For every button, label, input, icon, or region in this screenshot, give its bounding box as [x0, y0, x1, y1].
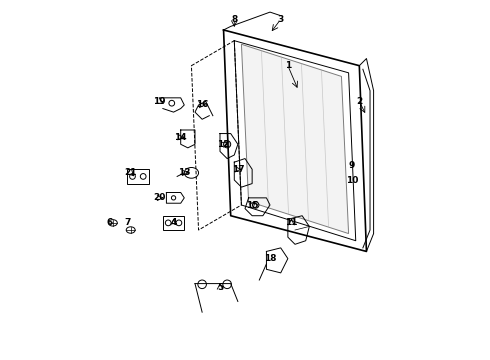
Text: 15: 15 [246, 201, 258, 210]
Text: 7: 7 [124, 219, 130, 228]
Text: 17: 17 [232, 165, 244, 174]
Circle shape [223, 141, 231, 148]
Text: 5: 5 [217, 283, 223, 292]
Text: 1: 1 [285, 61, 291, 70]
Text: 8: 8 [231, 15, 238, 24]
Text: 10: 10 [346, 176, 358, 185]
Text: 6: 6 [106, 219, 112, 228]
Text: 18: 18 [264, 254, 276, 263]
Text: 11: 11 [285, 219, 298, 228]
Text: 4: 4 [171, 219, 177, 228]
Text: 2: 2 [356, 97, 363, 106]
Text: 9: 9 [349, 161, 355, 170]
Text: 16: 16 [196, 100, 208, 109]
Text: 14: 14 [174, 132, 187, 141]
Text: 12: 12 [218, 140, 230, 149]
Text: 21: 21 [124, 168, 137, 177]
Text: 19: 19 [153, 97, 166, 106]
Polygon shape [242, 44, 348, 234]
Text: 3: 3 [278, 15, 284, 24]
Text: 13: 13 [178, 168, 191, 177]
Text: 20: 20 [153, 193, 166, 202]
